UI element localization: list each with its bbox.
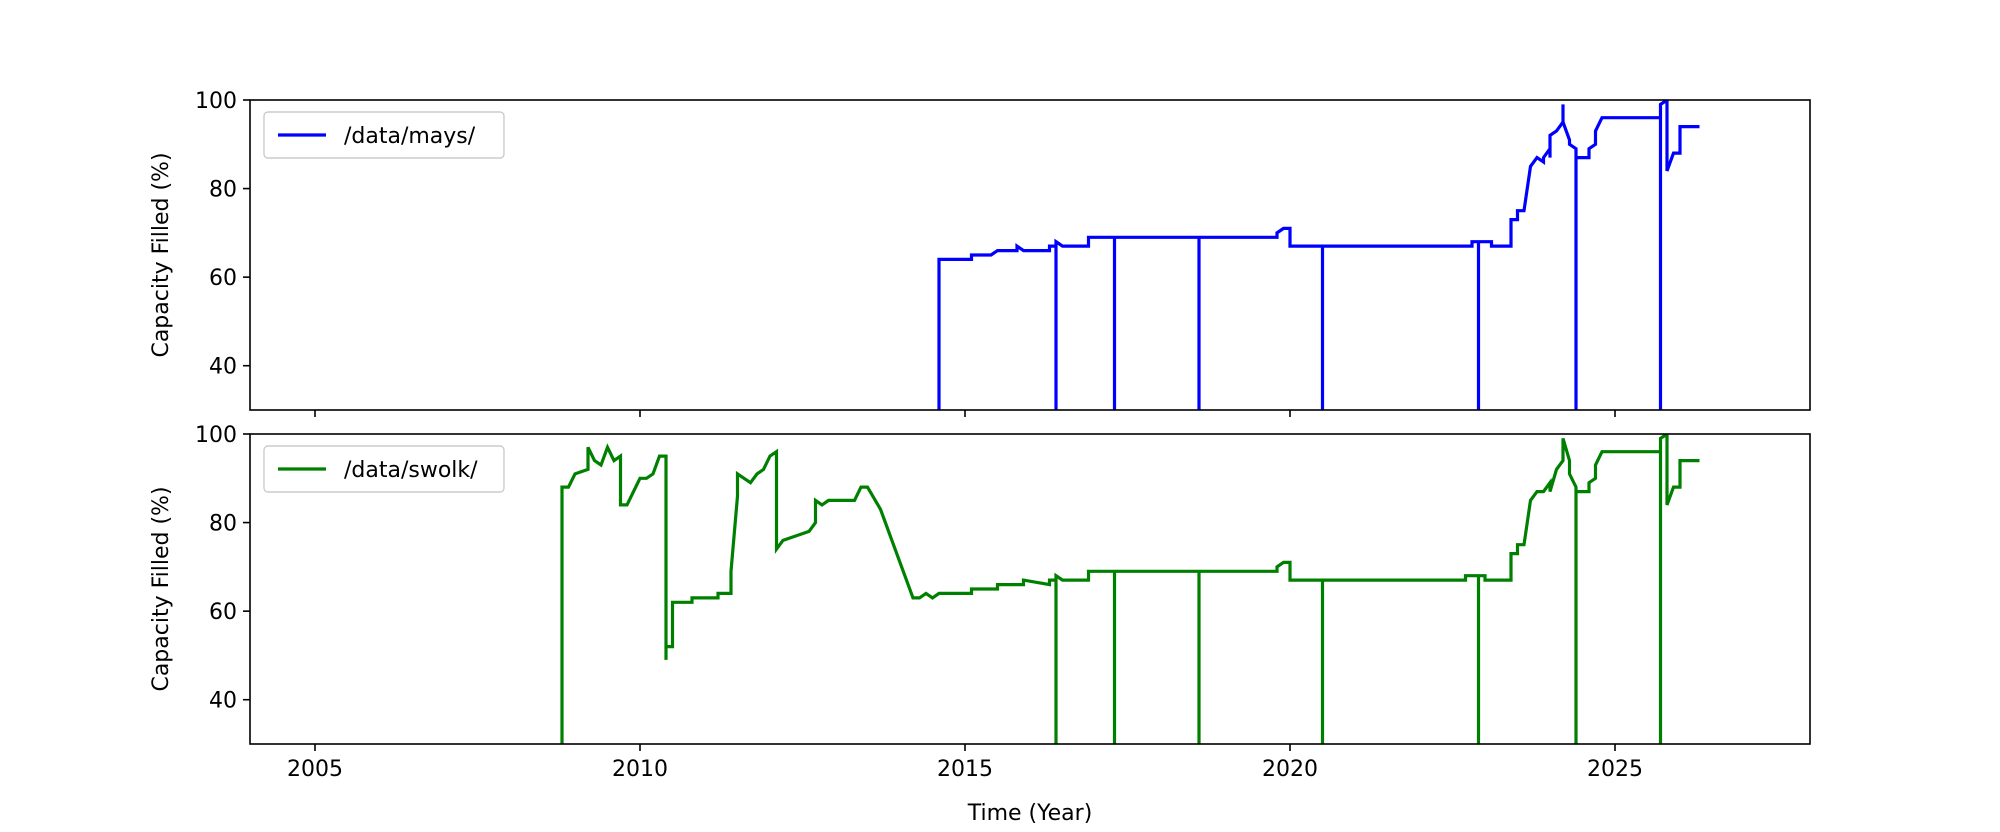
legend-label: /data/mays/ — [344, 124, 476, 149]
legend-box — [263, 111, 505, 159]
legend: /data/mays/ — [263, 111, 505, 159]
panel-1: 40 60 80 100 Capacity Filled (%) /data/mays/ — [149, 89, 1811, 417]
y-tick-label: 80 — [209, 178, 237, 203]
x-axis-title: Time (Year) — [967, 801, 1093, 826]
y-axis-title: Capacity Filled (%) — [149, 486, 174, 691]
plot-frame — [249, 433, 1811, 745]
plot-frame — [249, 99, 1811, 411]
legend-label: /data/swolk/ — [344, 458, 478, 483]
x-tick-label: 2025 — [1587, 757, 1643, 782]
y-tick-label: 100 — [195, 423, 237, 448]
x-tick-label: 2015 — [937, 757, 993, 782]
y-tick-label: 40 — [209, 355, 237, 380]
y-tick-label: 40 — [209, 689, 237, 714]
series-line-1 — [560, 434, 1700, 744]
x-tick-label: 2020 — [1262, 757, 1318, 782]
y-axis-title: Capacity Filled (%) — [149, 152, 174, 357]
legend-box — [263, 445, 505, 493]
y-tick-label: 60 — [209, 600, 237, 625]
legend: /data/swolk/ — [263, 445, 505, 493]
y-tick-label: 100 — [195, 89, 237, 114]
panel-2: 40 60 80 100 2005 2010 2015 2020 2025 Capacity Fi… — [149, 423, 1811, 782]
y-tick-label: 60 — [209, 266, 237, 291]
series-line-1 — [937, 100, 1700, 410]
y-tick-label: 80 — [209, 512, 237, 537]
x-tick-label: 2005 — [287, 757, 343, 782]
x-tick-label: 2010 — [612, 757, 668, 782]
